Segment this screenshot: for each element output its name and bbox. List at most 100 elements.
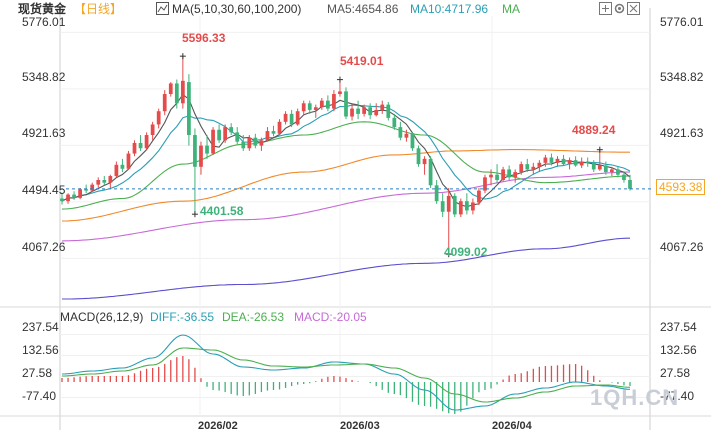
macd-y-tick-right-3: 27.58 xyxy=(660,366,691,380)
candle-body xyxy=(362,107,367,114)
candle-body xyxy=(434,185,439,202)
candle-body xyxy=(253,137,258,146)
candle-body xyxy=(319,100,324,108)
candle-body xyxy=(356,108,360,114)
candle-body xyxy=(628,180,632,189)
candle-body xyxy=(616,169,620,175)
y-tick-left-2: 5348.82 xyxy=(22,70,66,84)
candle-body xyxy=(374,109,379,116)
candle-body xyxy=(241,141,246,149)
candle-body xyxy=(543,157,548,163)
annotation-high-4889: 4889.24 xyxy=(572,123,616,137)
candle-body xyxy=(199,145,203,167)
macd-diff-value: DIFF:-36.55 xyxy=(150,310,215,324)
candle-body xyxy=(289,113,294,125)
candle-body xyxy=(120,164,125,169)
candle-body xyxy=(368,107,373,116)
candle-body xyxy=(108,176,113,183)
y-tick-left-3: 4921.63 xyxy=(22,126,66,140)
candle-body xyxy=(162,94,167,112)
candle-body xyxy=(187,82,191,136)
candle-body xyxy=(428,158,433,186)
candle-body xyxy=(217,129,221,141)
candle-body xyxy=(229,127,234,133)
candle-body xyxy=(464,201,469,211)
candle-body xyxy=(513,172,518,178)
candle-body xyxy=(603,165,608,173)
macd-y-tick-left-4: -77.40 xyxy=(22,389,57,403)
y-tick-right-5: 4067.26 xyxy=(660,240,704,254)
candle-body xyxy=(537,162,542,167)
candle-body xyxy=(458,201,463,215)
macd-y-tick-left-1: 237.54 xyxy=(22,320,59,334)
candle-body xyxy=(132,142,137,154)
y-tick-right-3: 4921.63 xyxy=(660,126,704,140)
ma-label: MA(5,10,30,60,100,200) xyxy=(172,2,302,16)
annotation-low-4401: 4401.58 xyxy=(200,204,244,218)
candle-body xyxy=(483,177,487,191)
candle-body xyxy=(307,103,312,110)
macd-y-tick-left-2: 132.56 xyxy=(22,343,59,357)
macd-hist-value: MACD:-20.05 xyxy=(294,310,367,324)
candle-body xyxy=(386,104,391,118)
candle-body xyxy=(446,195,451,212)
candle-body xyxy=(114,164,119,177)
candle-body xyxy=(205,145,209,154)
candle-body xyxy=(579,161,584,166)
add-indicator-icon[interactable] xyxy=(599,2,612,15)
x-tick-2026-03: 2026/03 xyxy=(340,420,380,432)
candle-body xyxy=(477,190,481,203)
candle-body xyxy=(174,83,179,104)
candle-body xyxy=(609,169,614,173)
candle-body xyxy=(271,131,276,134)
candle-body xyxy=(144,135,149,149)
candle-body xyxy=(350,108,354,117)
macd-y-tick-right-2: 132.56 xyxy=(660,343,697,357)
candle-body xyxy=(66,194,70,202)
candle-body xyxy=(211,129,215,154)
candle-body xyxy=(622,174,626,181)
candle-body xyxy=(591,162,596,170)
candle-body xyxy=(338,91,342,95)
candle-body xyxy=(561,158,566,165)
ma60-line xyxy=(62,149,630,222)
macd-y-tick-right-1: 237.54 xyxy=(660,320,697,334)
candle-body xyxy=(525,164,530,170)
ma30-line xyxy=(61,121,631,210)
y-tick-left-4: 4494.45 xyxy=(22,183,66,197)
y-tick-left-1: 5776.01 xyxy=(22,15,66,29)
candle-body xyxy=(96,180,101,185)
candle-body xyxy=(223,127,228,141)
x-tick-2026-02: 2026/02 xyxy=(198,420,238,432)
close-icon[interactable] xyxy=(627,2,640,15)
candle-body xyxy=(180,80,185,104)
candle-body xyxy=(72,194,76,198)
settings-gear-icon[interactable] xyxy=(613,2,626,15)
candle-body xyxy=(495,174,499,181)
candle-body xyxy=(90,184,95,191)
period-label[interactable]: 【日线】 xyxy=(74,2,123,16)
macd-y-tick-right-4: -77.40 xyxy=(660,389,695,403)
candle-body xyxy=(573,160,578,166)
candle-body xyxy=(404,133,409,138)
candle-body xyxy=(549,157,554,163)
instrument-title: 现货黄金 xyxy=(18,2,67,16)
macd-y-tick-left-3: 27.58 xyxy=(22,366,53,380)
ma-more-label: MA xyxy=(502,2,520,16)
chart-settings-icon[interactable] xyxy=(156,2,169,15)
candle-body xyxy=(295,111,300,125)
candle-body xyxy=(416,148,421,165)
candle-body xyxy=(380,104,385,110)
candle-body xyxy=(168,83,173,95)
annotation-low-4099: 4099.02 xyxy=(444,245,488,259)
candle-body xyxy=(78,189,83,198)
ma200-line xyxy=(62,237,630,300)
candle-body xyxy=(235,132,240,142)
candle-body xyxy=(597,165,602,170)
candle-body xyxy=(150,124,155,136)
candle-body xyxy=(531,166,536,170)
candle-body xyxy=(138,142,143,149)
candle-body xyxy=(247,137,252,149)
annotation-high-5419: 5419.01 xyxy=(340,54,384,68)
